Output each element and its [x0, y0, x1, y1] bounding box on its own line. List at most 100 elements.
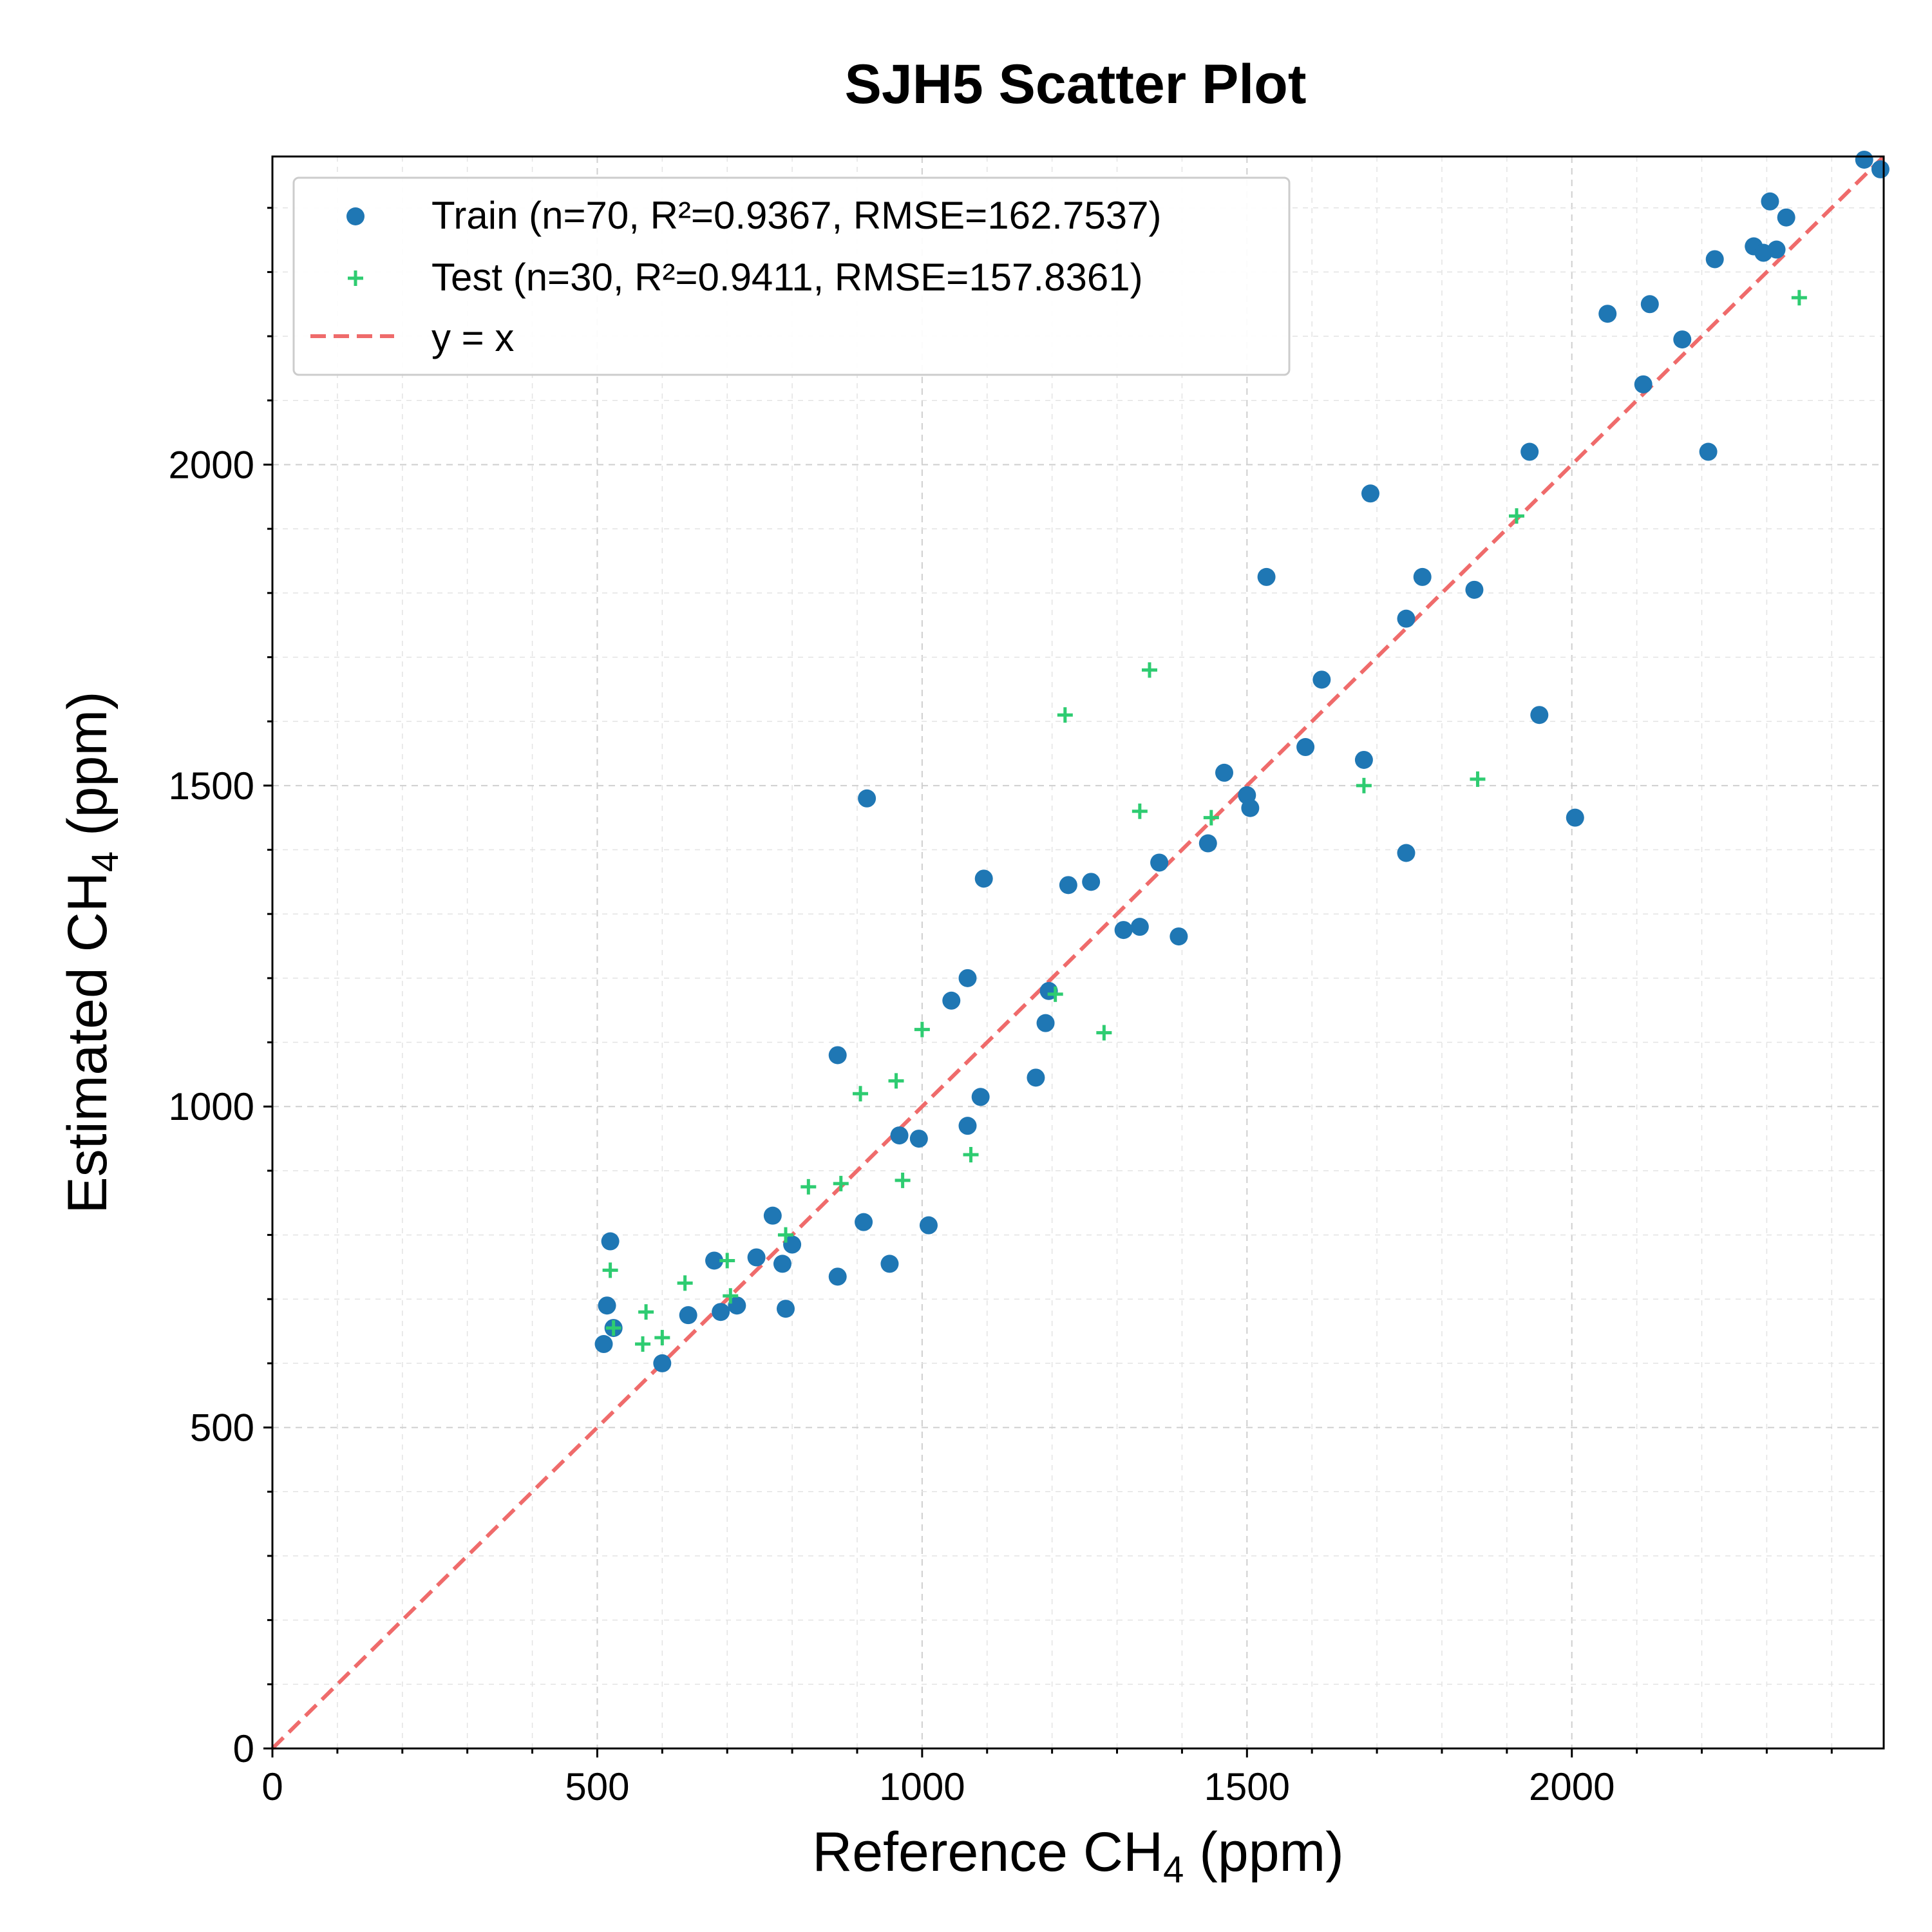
train-point: [1114, 921, 1133, 940]
train-point: [1354, 750, 1373, 769]
train-point: [1059, 876, 1077, 895]
identity-line: [270, 155, 1886, 1750]
test-point: [1047, 986, 1063, 1002]
train-point: [958, 1117, 977, 1135]
train-point: [1855, 150, 1873, 169]
train-point: [890, 1126, 909, 1145]
test-point: [963, 1146, 979, 1162]
y-tick-label: 500: [190, 1406, 254, 1450]
test-point: [1356, 777, 1372, 793]
train-point: [598, 1296, 616, 1315]
test-point: [833, 1175, 849, 1191]
test-point: [605, 1320, 621, 1336]
train-point: [880, 1255, 899, 1273]
train-point: [747, 1248, 766, 1267]
test-point: [853, 1086, 869, 1102]
train-point: [728, 1296, 746, 1315]
y-tick-label: 1500: [169, 764, 254, 808]
y-axis-ticks: 0 500 1000 1500 2000: [169, 207, 272, 1770]
x-axis-ticks: 0 500 1000 1500 2000: [261, 1748, 1833, 1808]
train-point: [601, 1232, 620, 1251]
train-point: [1673, 330, 1692, 349]
train-point: [828, 1267, 847, 1286]
train-point: [763, 1206, 782, 1225]
train-point: [1361, 484, 1379, 503]
train-point: [1397, 609, 1416, 628]
train-point: [1530, 706, 1549, 724]
train-point: [1027, 1068, 1045, 1087]
test-point: [1096, 1025, 1112, 1041]
train-point: [1767, 240, 1786, 259]
x-tick-label: 0: [261, 1765, 283, 1808]
train-point: [1566, 808, 1584, 827]
legend: Train (n=70, R²=0.9367, RMSE=162.7537) T…: [292, 176, 1291, 376]
train-point: [958, 969, 977, 987]
train-point: [1198, 834, 1217, 853]
train-point: [1170, 927, 1188, 946]
test-point: [778, 1227, 794, 1243]
chart-title: SJH5 Scatter Plot: [845, 53, 1307, 115]
train-point: [909, 1130, 928, 1148]
train-point: [828, 1046, 847, 1065]
y-tick-label: 2000: [169, 443, 254, 486]
grid: [272, 156, 1884, 1749]
train-point: [1150, 853, 1169, 872]
test-point: [723, 1288, 739, 1304]
train-point: [1082, 873, 1101, 891]
train-point: [1465, 580, 1484, 599]
test-point: [1470, 771, 1486, 787]
legend-box: [292, 176, 1291, 376]
legend-train-marker: [346, 207, 365, 225]
test-point: [638, 1304, 654, 1320]
train-point: [1777, 208, 1795, 227]
train-point: [679, 1306, 697, 1325]
train-point: [974, 869, 993, 888]
legend-train-label: Train (n=70, R²=0.9367, RMSE=162.7537): [431, 194, 1161, 237]
test-point: [654, 1330, 670, 1346]
test-point: [1057, 707, 1073, 723]
train-point: [1634, 375, 1653, 393]
test-point: [895, 1172, 911, 1188]
test-point: [800, 1179, 817, 1195]
train-point: [1296, 738, 1315, 757]
train-point: [1241, 799, 1260, 817]
train-point: [855, 1213, 873, 1231]
test-point: [602, 1262, 618, 1278]
test-point: [1141, 662, 1157, 678]
train-point: [1705, 250, 1724, 269]
train-point: [773, 1255, 791, 1273]
points-layer: [594, 150, 1889, 1372]
train-point: [971, 1088, 990, 1106]
train-point: [1520, 442, 1539, 461]
train-point: [783, 1235, 802, 1254]
test-point: [888, 1073, 904, 1089]
legend-test-label: Test (n=30, R²=0.9411, RMSE=157.8361): [431, 256, 1143, 299]
test-point: [635, 1336, 651, 1352]
train-point: [777, 1300, 795, 1318]
test-point: [1508, 508, 1524, 524]
test-point: [1203, 810, 1219, 826]
x-axis-label: Reference CH4 (ppm): [812, 1821, 1344, 1891]
x-tick-label: 1000: [879, 1765, 965, 1808]
train-point: [919, 1216, 938, 1235]
test-point: [914, 1021, 930, 1037]
train-point: [1215, 763, 1233, 782]
y-tick-label: 0: [233, 1727, 254, 1770]
x-tick-label: 500: [565, 1765, 629, 1808]
legend-identity-label: y = x: [431, 316, 514, 359]
y-axis-label: Estimated CH4 (ppm): [57, 691, 126, 1213]
train-point: [1397, 844, 1416, 862]
plot-frame: [271, 155, 1885, 1750]
train-point: [1312, 670, 1331, 689]
train-point: [1761, 192, 1779, 211]
test-point: [719, 1253, 735, 1269]
train-point: [942, 991, 961, 1010]
y-tick-label: 1000: [169, 1085, 254, 1128]
train-point: [653, 1354, 672, 1372]
identity-line-layer: [270, 155, 1886, 1750]
train-point: [1871, 160, 1889, 178]
test-point: [1132, 803, 1148, 819]
train-point: [1036, 1014, 1055, 1032]
train-point: [705, 1251, 724, 1270]
